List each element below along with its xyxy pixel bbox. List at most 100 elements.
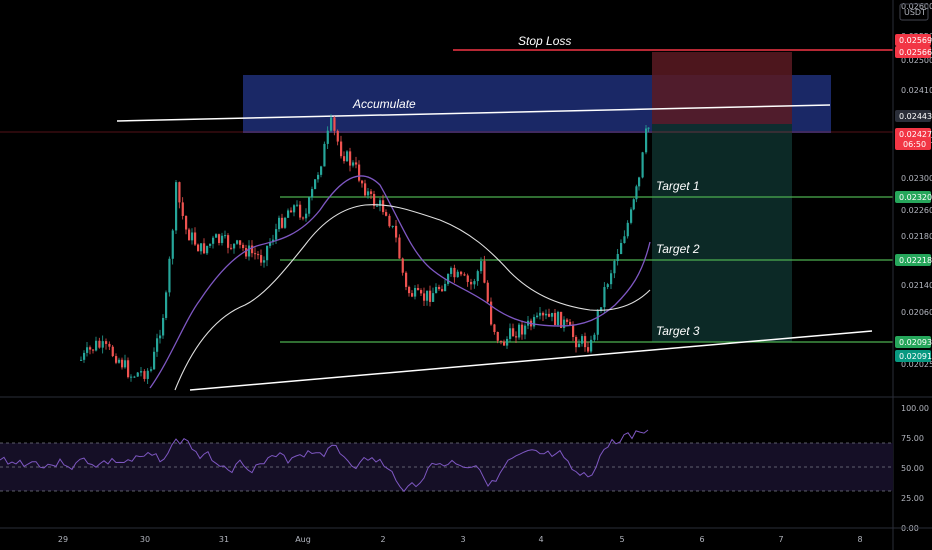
candle-body: [545, 313, 548, 316]
candle-body: [382, 200, 385, 213]
candle-body: [136, 372, 139, 377]
candle-body: [367, 191, 370, 196]
candle-body: [178, 182, 181, 203]
candle-body: [626, 222, 629, 237]
candle-body: [296, 204, 299, 206]
candle-body: [352, 162, 355, 166]
price-tick-label: 0.02300: [901, 174, 932, 183]
currency-label[interactable]: USDT: [904, 8, 926, 17]
candle-body: [227, 235, 230, 248]
candle-body: [524, 325, 527, 335]
candle-body: [311, 189, 314, 198]
candle-body: [463, 274, 466, 276]
candle-body: [269, 242, 272, 246]
candle-body: [95, 340, 98, 351]
candle-body: [515, 336, 518, 338]
candle-body: [346, 151, 349, 162]
candle-body: [115, 356, 118, 363]
candle-body: [645, 128, 648, 153]
candle-body: [224, 235, 227, 237]
candle-body: [159, 335, 162, 339]
candle-body: [143, 371, 146, 379]
candle-body: [121, 359, 124, 368]
price-tag-label: 0.02093: [899, 338, 932, 347]
candle-body: [302, 217, 305, 219]
candlesticks: [80, 114, 650, 384]
stop-risk-zone: [652, 52, 792, 124]
candle-body: [156, 338, 159, 352]
stop-loss-label: Stop Loss: [518, 34, 571, 48]
target3-label: Target 3: [656, 324, 700, 338]
candle-body: [340, 141, 343, 157]
candle-body: [153, 351, 156, 370]
candle-body: [453, 267, 456, 278]
candle-body: [200, 243, 203, 252]
candle-body: [188, 229, 191, 241]
time-label: 8: [857, 535, 862, 544]
candle-body: [80, 359, 83, 361]
time-label: 5: [619, 535, 624, 544]
candle-body: [551, 312, 554, 317]
candle-body: [206, 245, 209, 254]
candle-body: [476, 271, 479, 282]
candle-body: [239, 240, 242, 245]
target1-label: Target 1: [656, 179, 700, 193]
candle-body: [194, 232, 197, 245]
candle-body: [620, 242, 623, 255]
candle-body: [364, 183, 367, 196]
candle-body: [146, 370, 149, 379]
candle-body: [509, 328, 512, 339]
price-tag: [895, 34, 931, 46]
candle-body: [278, 217, 281, 230]
price-tick-label: 0.02500: [901, 56, 932, 65]
candle-body: [385, 212, 388, 216]
candle-body: [447, 273, 450, 284]
price-tag: [895, 191, 931, 203]
candle-body: [596, 310, 599, 335]
candle-body: [203, 243, 206, 254]
candle-body: [212, 237, 215, 244]
candle-body: [263, 260, 266, 263]
candle-body: [456, 271, 459, 278]
candle-body: [140, 371, 143, 373]
candle-body: [275, 229, 278, 240]
candle-body: [361, 180, 364, 184]
candle-body: [124, 360, 127, 368]
candle-body: [343, 156, 346, 162]
candle-body: [266, 245, 269, 261]
candle-body: [503, 341, 506, 346]
price-tag: [895, 350, 931, 362]
candle-body: [281, 217, 284, 228]
price-tag-label: 0.02443: [899, 112, 932, 121]
candle-body: [355, 162, 358, 165]
candle-body: [593, 334, 596, 340]
candle-body: [254, 253, 257, 255]
candle-body: [398, 237, 401, 259]
candle-body: [584, 336, 587, 348]
upper-trendline: [116, 104, 831, 122]
candle-body: [218, 234, 221, 243]
candle-body: [405, 272, 408, 287]
candle-body: [299, 204, 302, 218]
time-label: 3: [460, 535, 465, 544]
candle-body: [323, 143, 326, 167]
candle-body: [483, 261, 486, 283]
candle-body: [417, 288, 420, 291]
currency-badge-bg: [899, 3, 929, 21]
candle-body: [133, 376, 136, 378]
candle-body: [429, 290, 432, 302]
time-axis[interactable]: 29 30 31 Aug 2 3 4 5 6 7 8: [58, 535, 863, 544]
candle-body: [191, 232, 194, 241]
rsi-tick-label: 75.00: [901, 434, 924, 443]
candle-body: [432, 293, 435, 302]
candle-body: [330, 117, 333, 131]
price-tick-label: 0.02600: [901, 2, 932, 11]
candle-body: [518, 324, 521, 338]
candle-body: [486, 282, 489, 302]
candle-body: [221, 235, 224, 243]
candle-body: [554, 312, 557, 326]
candle-body: [548, 313, 551, 317]
